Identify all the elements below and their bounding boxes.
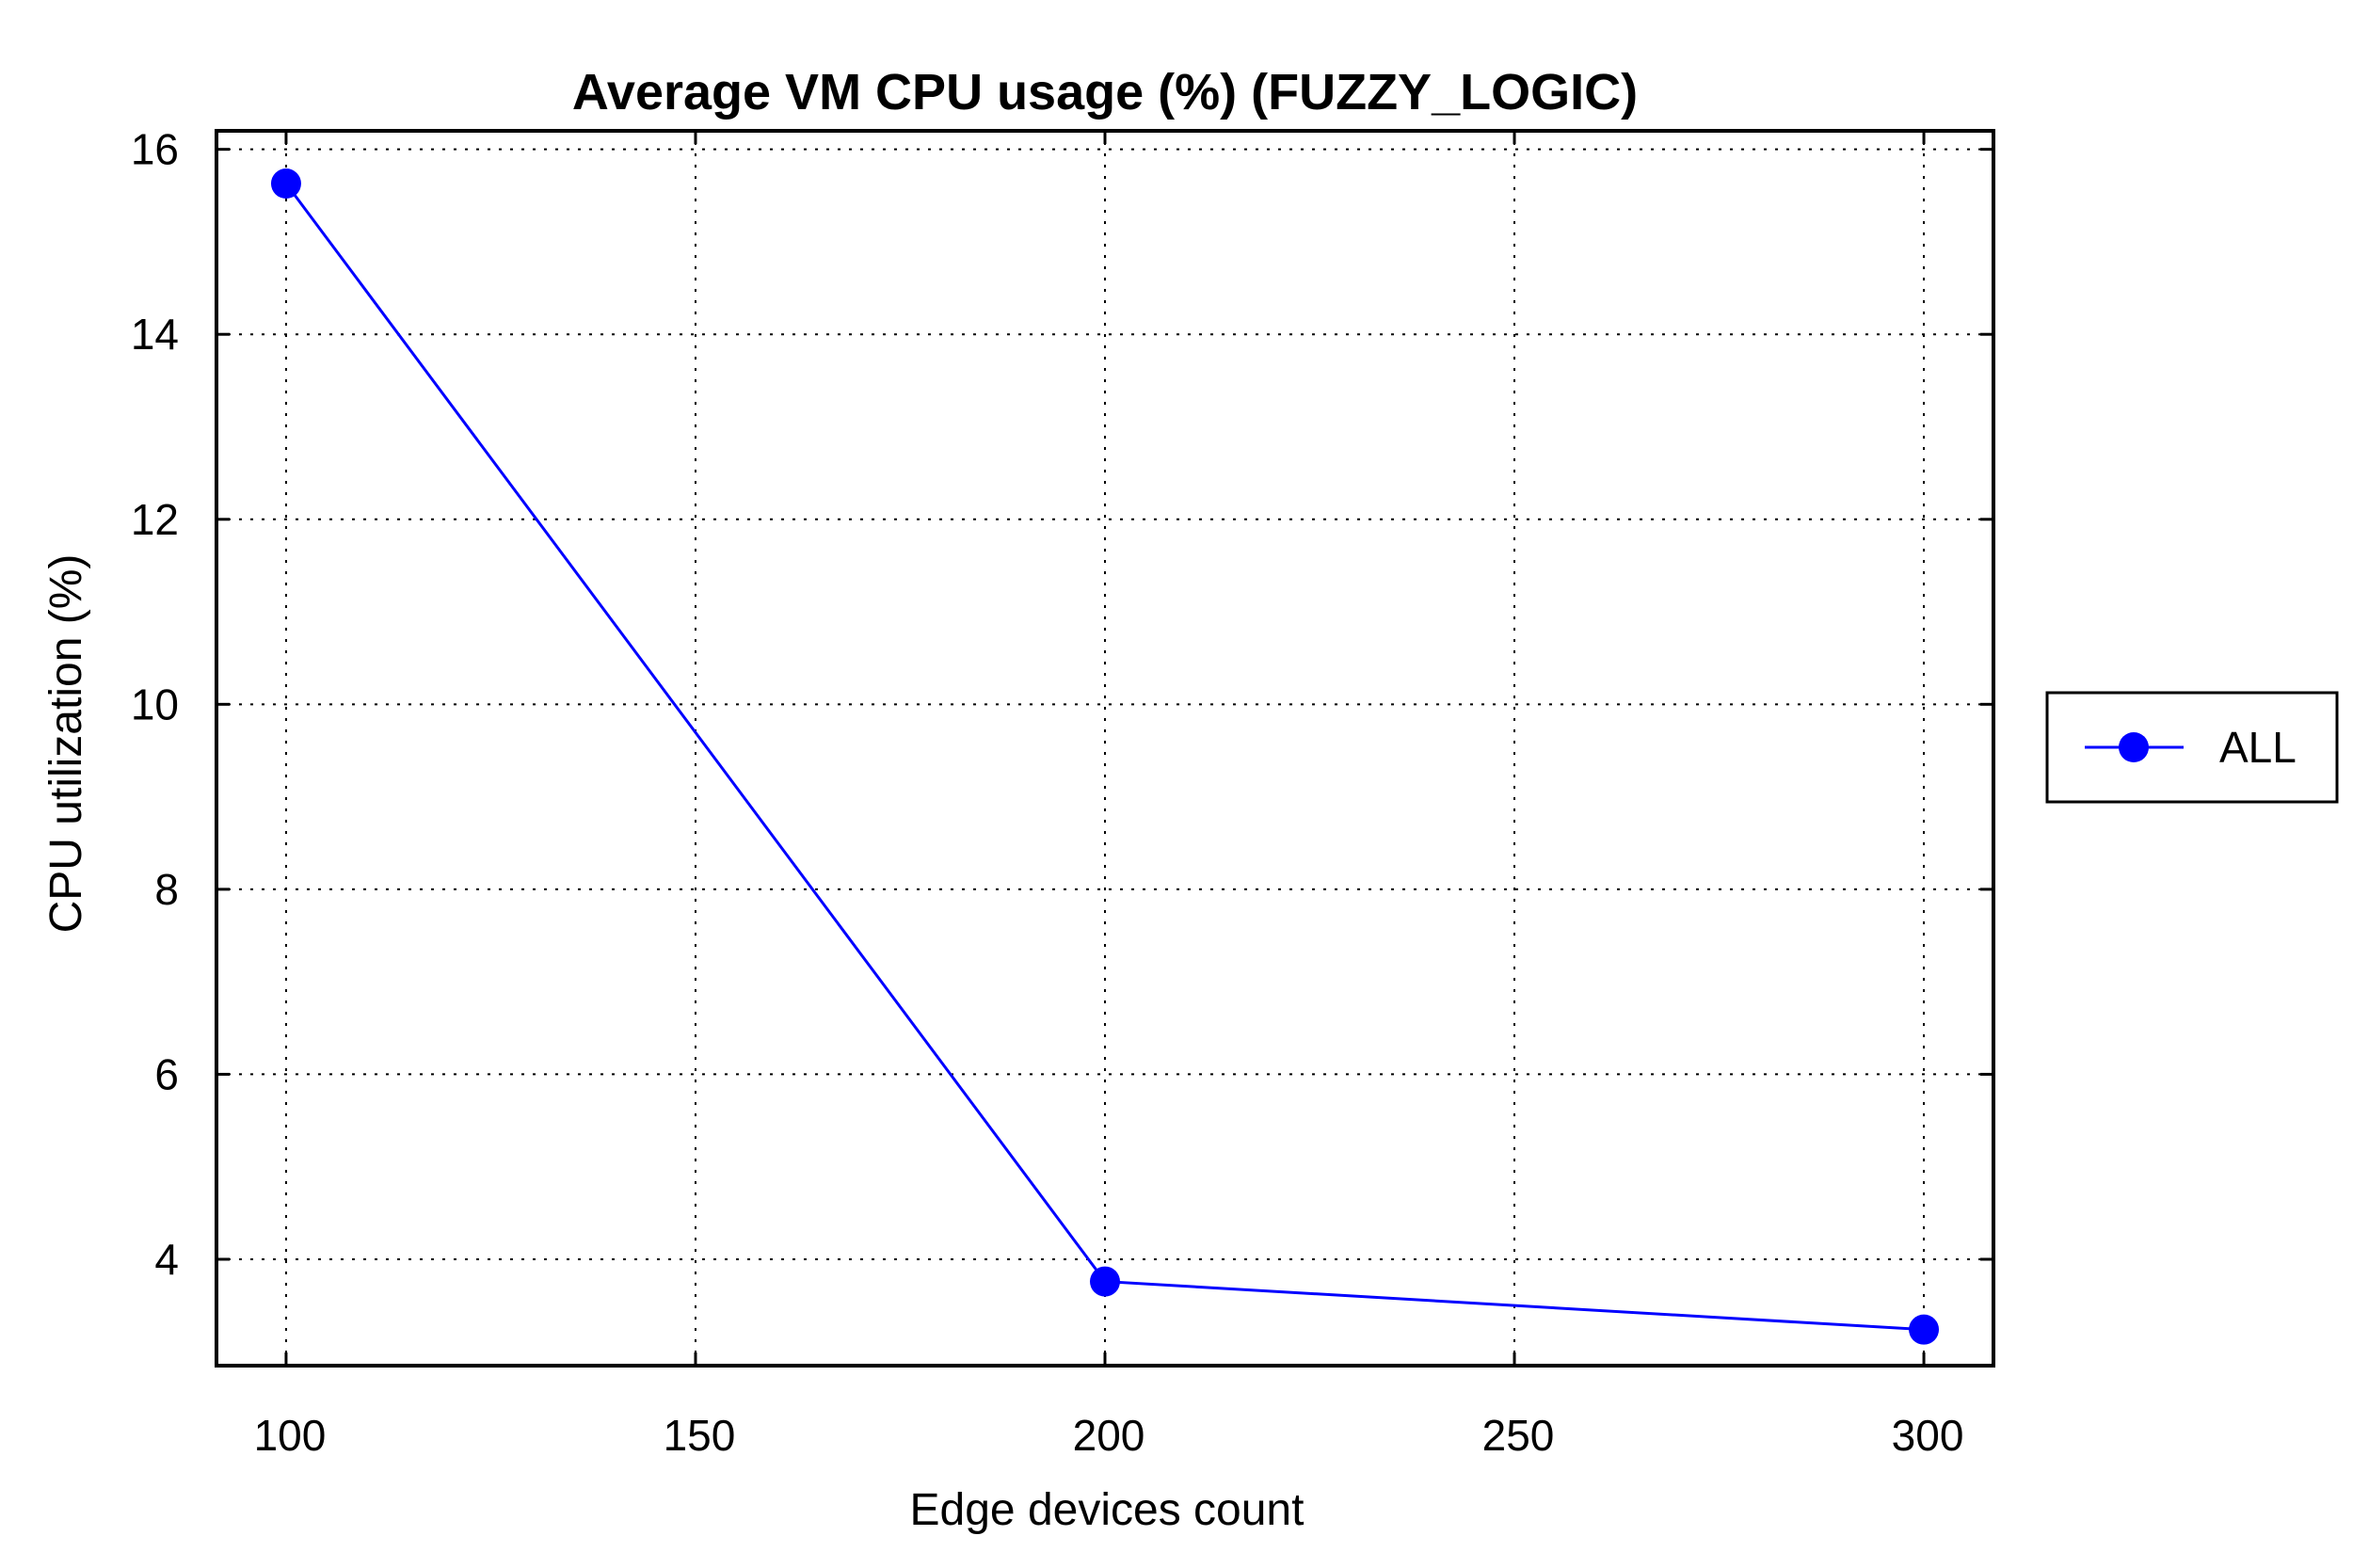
chart-title: Average VM CPU usage (%) (FUZZY_LOGIC) (572, 64, 1638, 120)
y-axis-label: CPU utilization (%) (41, 554, 91, 934)
x-tick-label: 100 (254, 1411, 327, 1460)
series-layer (270, 168, 1940, 1345)
x-tick-label: 200 (1073, 1411, 1145, 1460)
data-point (1909, 1314, 1940, 1345)
y-tick-label: 6 (154, 1049, 179, 1098)
x-tick-label: 300 (1892, 1411, 1964, 1460)
x-axis-label: Edge devices count (910, 1485, 1305, 1535)
x-tick-label: 250 (1482, 1411, 1555, 1460)
y-tick-label: 16 (131, 125, 179, 174)
y-tick-label: 14 (131, 310, 179, 359)
series-line-all (284, 183, 1925, 1332)
grid-layer (216, 131, 1993, 1366)
legend: ALL (2045, 691, 2339, 804)
legend-label-all: ALL (2219, 723, 2297, 772)
legend-marker (2119, 732, 2149, 762)
x-tick-label: 150 (664, 1411, 736, 1460)
plot-frame (215, 129, 1995, 1368)
data-point (1090, 1266, 1120, 1297)
y-tick-label: 8 (154, 865, 179, 914)
tick-layer: 100 150 200 250 300 4 6 8 10 12 14 16 (131, 125, 1993, 1460)
y-tick-label: 4 (154, 1235, 179, 1284)
y-tick-label: 12 (131, 495, 179, 544)
y-tick-label: 10 (131, 680, 179, 728)
data-point (270, 168, 301, 200)
